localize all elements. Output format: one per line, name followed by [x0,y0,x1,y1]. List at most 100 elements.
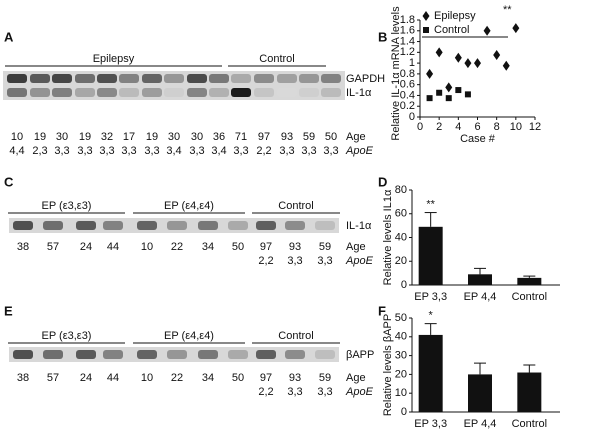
group-label: EP (ε3,ε3) [42,330,92,342]
y-tick-label: 40 [395,331,407,343]
square-point [455,87,462,94]
square-point [464,91,471,98]
group-label: Control [278,200,313,212]
blot-band [164,74,184,83]
blot-band [254,88,274,97]
apoe-label: 3,3 [279,145,294,157]
row-label: Age [346,131,366,143]
bar [517,277,542,285]
y-tick-label: 1.6 [400,25,415,37]
apoe-label: 3,3 [54,145,69,157]
apoe-label: 3,3 [317,386,332,398]
blot-band [76,350,96,359]
blot-band [30,88,50,97]
blot-band [299,88,319,97]
x-tick-label: EP 4,4 [464,418,497,430]
y-tick-label: 50 [395,312,407,324]
age-label: 59 [319,372,331,384]
y-tick-label: 10 [395,387,407,399]
y-axis-label: Relative IL-1α mRNA levels [390,6,402,141]
age-label: 97 [258,131,270,143]
age-label: 30 [168,131,180,143]
blot-band [315,350,335,359]
y-axis-label: Relative levels βAPP [382,314,394,416]
apoe-label: 3,4 [166,145,181,157]
diamond-point [435,47,443,58]
age-label: 19 [146,131,158,143]
band-label: IL-1α [346,220,372,232]
bar [468,374,492,412]
blot-band [167,350,187,359]
diamond-point [493,50,501,61]
blot-band [52,74,72,83]
diamond-point [474,58,481,69]
y-tick-label: 60 [395,208,407,220]
blot-band [231,74,251,83]
blot-band [209,74,229,83]
row-label: ApoE [345,386,374,398]
legend-marker [423,27,429,33]
age-label: 36 [213,131,225,143]
x-tick-label: EP 3,3 [414,418,447,430]
x-tick-label: 8 [494,121,500,133]
age-label: 59 [319,241,331,253]
y-tick-label: 0.8 [400,68,415,80]
blot-band [7,74,27,83]
diamond-point [502,60,510,71]
y-tick-label: 1.4 [400,35,415,47]
legend-marker [422,11,430,21]
blot-band [142,88,162,97]
age-label: 97 [260,241,272,253]
blot-band [7,88,27,97]
x-tick-label: EP 3,3 [414,291,447,303]
blot-band [285,221,305,230]
age-label: 30 [56,131,68,143]
panel-label: A [4,29,14,44]
blot-band [137,221,157,230]
blot-band [103,221,123,230]
y-tick-label: 0.2 [400,100,415,112]
x-tick-label: Control [512,418,547,430]
age-label: 93 [289,372,301,384]
age-label: 30 [191,131,203,143]
apoe-label: 4,4 [9,145,24,157]
age-label: 44 [107,372,119,384]
age-label: 38 [17,372,29,384]
y-tick-label: 40 [395,231,407,243]
age-label: 34 [202,241,214,253]
group-label: EP (ε4,ε4) [164,330,214,342]
group-label: Control [278,330,313,342]
square-point [426,95,433,102]
apoe-label: 2,2 [258,386,273,398]
y-tick-label: 1.8 [400,14,415,26]
blot-band [13,221,33,230]
row-label: Age [346,241,366,253]
age-label: 93 [281,131,293,143]
blot-band [256,221,276,230]
blot-band [254,74,274,83]
x-tick-label: Control [512,291,547,303]
age-label: 19 [34,131,46,143]
age-label: 97 [260,372,272,384]
blot-band [321,88,341,97]
age-label: 57 [47,241,59,253]
blot-band [30,74,50,83]
age-label: 71 [235,131,247,143]
diamond-point [454,52,462,63]
diamond-point [512,23,520,34]
y-tick-label: 0.4 [400,89,415,101]
apoe-label: 3,3 [287,386,302,398]
panel-label: C [4,174,14,189]
bar [468,274,492,285]
blot-band [321,74,341,83]
y-tick-label: 1.2 [400,46,415,58]
x-tick-label: 0 [417,121,423,133]
age-label: 38 [17,241,29,253]
blot-band [167,221,187,230]
annotation: * [429,310,434,322]
square-point [436,89,443,96]
blot-band [97,88,117,97]
blot-band [119,88,139,97]
age-label: 34 [202,372,214,384]
group-label: Epilepsy [93,53,135,65]
